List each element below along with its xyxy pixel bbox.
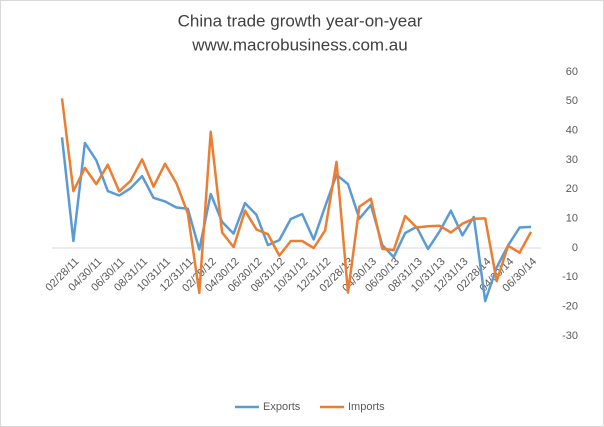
y-tick-label: 0 — [572, 242, 578, 254]
y-tick-label: 10 — [566, 213, 578, 225]
y-tick-label: -10 — [562, 271, 578, 283]
legend-label: Imports — [348, 401, 385, 413]
chart-title: China trade growth year-on-year — [178, 11, 423, 30]
series-line — [60, 137, 532, 303]
legend-label: Exports — [263, 401, 301, 413]
y-tick-label: -30 — [562, 330, 578, 342]
y-tick-label: -20 — [562, 301, 578, 313]
series-line — [60, 98, 533, 295]
y-tick-label: 50 — [566, 95, 578, 107]
y-tick-label: 30 — [566, 154, 578, 166]
chart-subtitle: www.macrobusiness.com.au — [191, 35, 407, 54]
y-tick-label: 20 — [566, 183, 578, 195]
y-tick-label: 40 — [566, 125, 578, 137]
y-tick-label: 60 — [566, 66, 578, 78]
